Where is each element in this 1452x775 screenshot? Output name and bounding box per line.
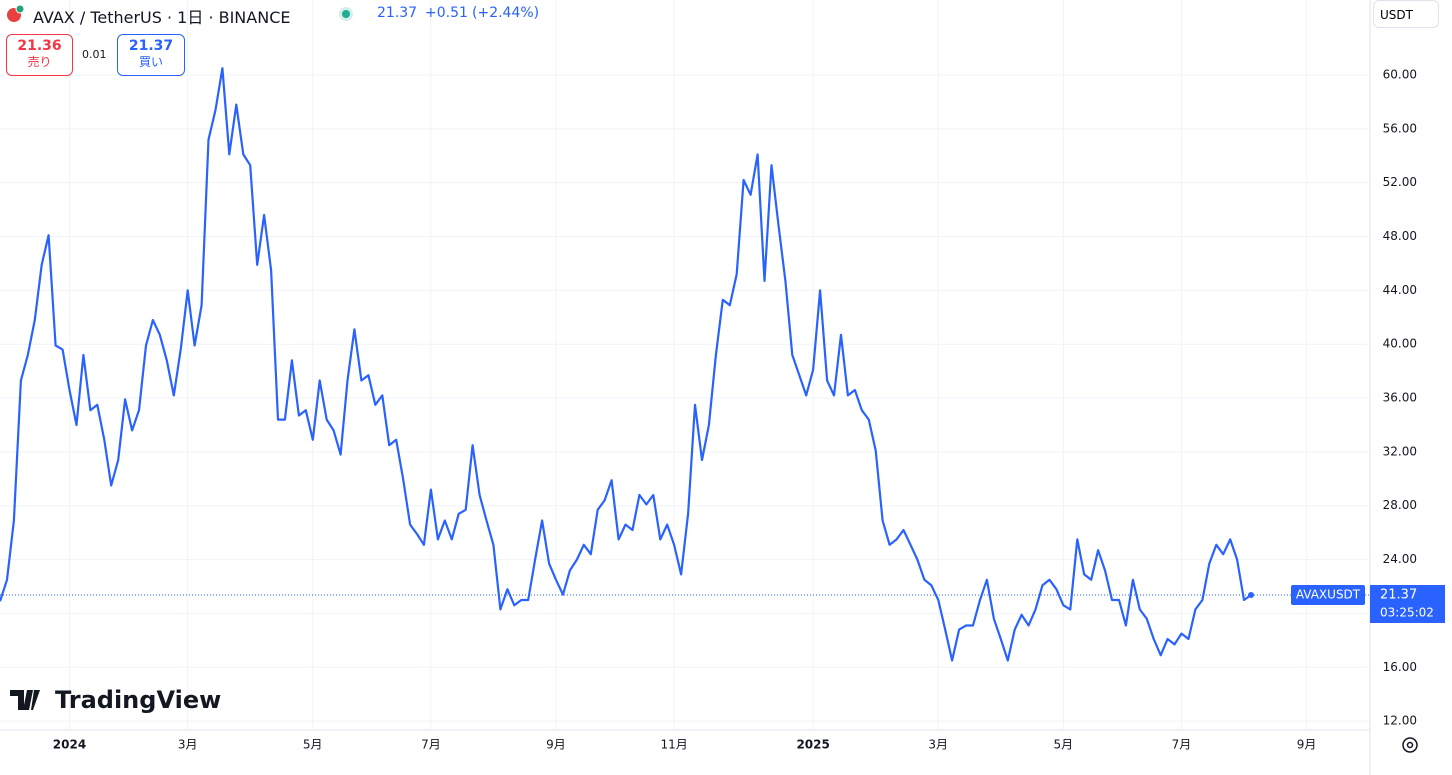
- y-tick-label: 32.00: [1383, 444, 1417, 458]
- y-tick-label: 28.00: [1383, 498, 1417, 512]
- axes: 12.0016.0020.0024.0028.0032.0036.0040.00…: [53, 67, 1445, 752]
- sell-label[interactable]: 売り: [27, 55, 52, 69]
- change: +0.51: [425, 5, 468, 21]
- currency[interactable]: USDT: [1380, 8, 1413, 22]
- plot-area: [0, 67, 1370, 662]
- y-tick-label: 40.00: [1383, 337, 1417, 351]
- y-tick-label: 12.00: [1383, 714, 1417, 728]
- buy-label[interactable]: 買い: [138, 55, 163, 69]
- settings-icon[interactable]: [1402, 737, 1418, 753]
- x-tick-label: 9月: [546, 738, 566, 752]
- y-tick-label: 24.00: [1383, 552, 1417, 566]
- x-tick-label: 3月: [178, 738, 198, 752]
- symbol-label: AVAXUSDT: [1296, 587, 1361, 601]
- currency-selector[interactable]: USDT: [1373, 0, 1439, 28]
- price-label-bg: [1370, 584, 1445, 623]
- logo-icon: [10, 690, 40, 710]
- y-tick-label: 52.00: [1383, 175, 1417, 189]
- status-dot: [342, 10, 350, 18]
- tradingview-logo: TradingView: [10, 686, 221, 714]
- y-tick-label: 48.00: [1383, 229, 1417, 243]
- usdt-logo: [15, 4, 25, 14]
- y-tick-label: 16.00: [1383, 660, 1417, 674]
- price-label: 21.37: [1380, 587, 1417, 602]
- x-tick-label: 2024: [53, 738, 86, 752]
- y-tick-label: 60.00: [1383, 67, 1417, 81]
- gear[interactable]: [1402, 737, 1418, 753]
- x-tick-label: 9月: [1297, 738, 1317, 752]
- last-price: 21.37: [377, 5, 418, 21]
- price-line: [0, 67, 1252, 662]
- y-tick-label: 56.00: [1383, 121, 1417, 135]
- y-tick-label: 36.00: [1383, 391, 1417, 405]
- symbol-icon: [7, 4, 25, 22]
- buy-price[interactable]: 21.37: [128, 38, 174, 54]
- x-tick-label: 7月: [1172, 738, 1192, 752]
- sell-price[interactable]: 21.36: [17, 38, 62, 54]
- x-tick-label: 5月: [303, 738, 323, 752]
- x-tick-label: 11月: [661, 738, 688, 752]
- x-tick-label: 7月: [421, 738, 441, 752]
- symbol-label-bg: [1291, 584, 1365, 605]
- logo-text: TradingView: [55, 686, 221, 714]
- change-percent: (+2.44%): [472, 5, 540, 21]
- y-tick-label: 44.00: [1383, 283, 1417, 297]
- symbol-title[interactable]: AVAX / TetherUS · 1日 · BINANCE: [33, 8, 291, 27]
- x-tick-label: 3月: [928, 738, 948, 752]
- market-status: [339, 7, 353, 21]
- gear-center[interactable]: [1406, 741, 1414, 749]
- x-tick-label: 5月: [1054, 738, 1074, 752]
- sell-button[interactable]: 21.36 売り: [6, 34, 73, 76]
- countdown-label: 03:25:02: [1380, 605, 1434, 619]
- spread: 0.01: [82, 48, 107, 61]
- buy-button[interactable]: 21.37 買い: [117, 34, 185, 76]
- x-tick-label: 2025: [796, 738, 829, 752]
